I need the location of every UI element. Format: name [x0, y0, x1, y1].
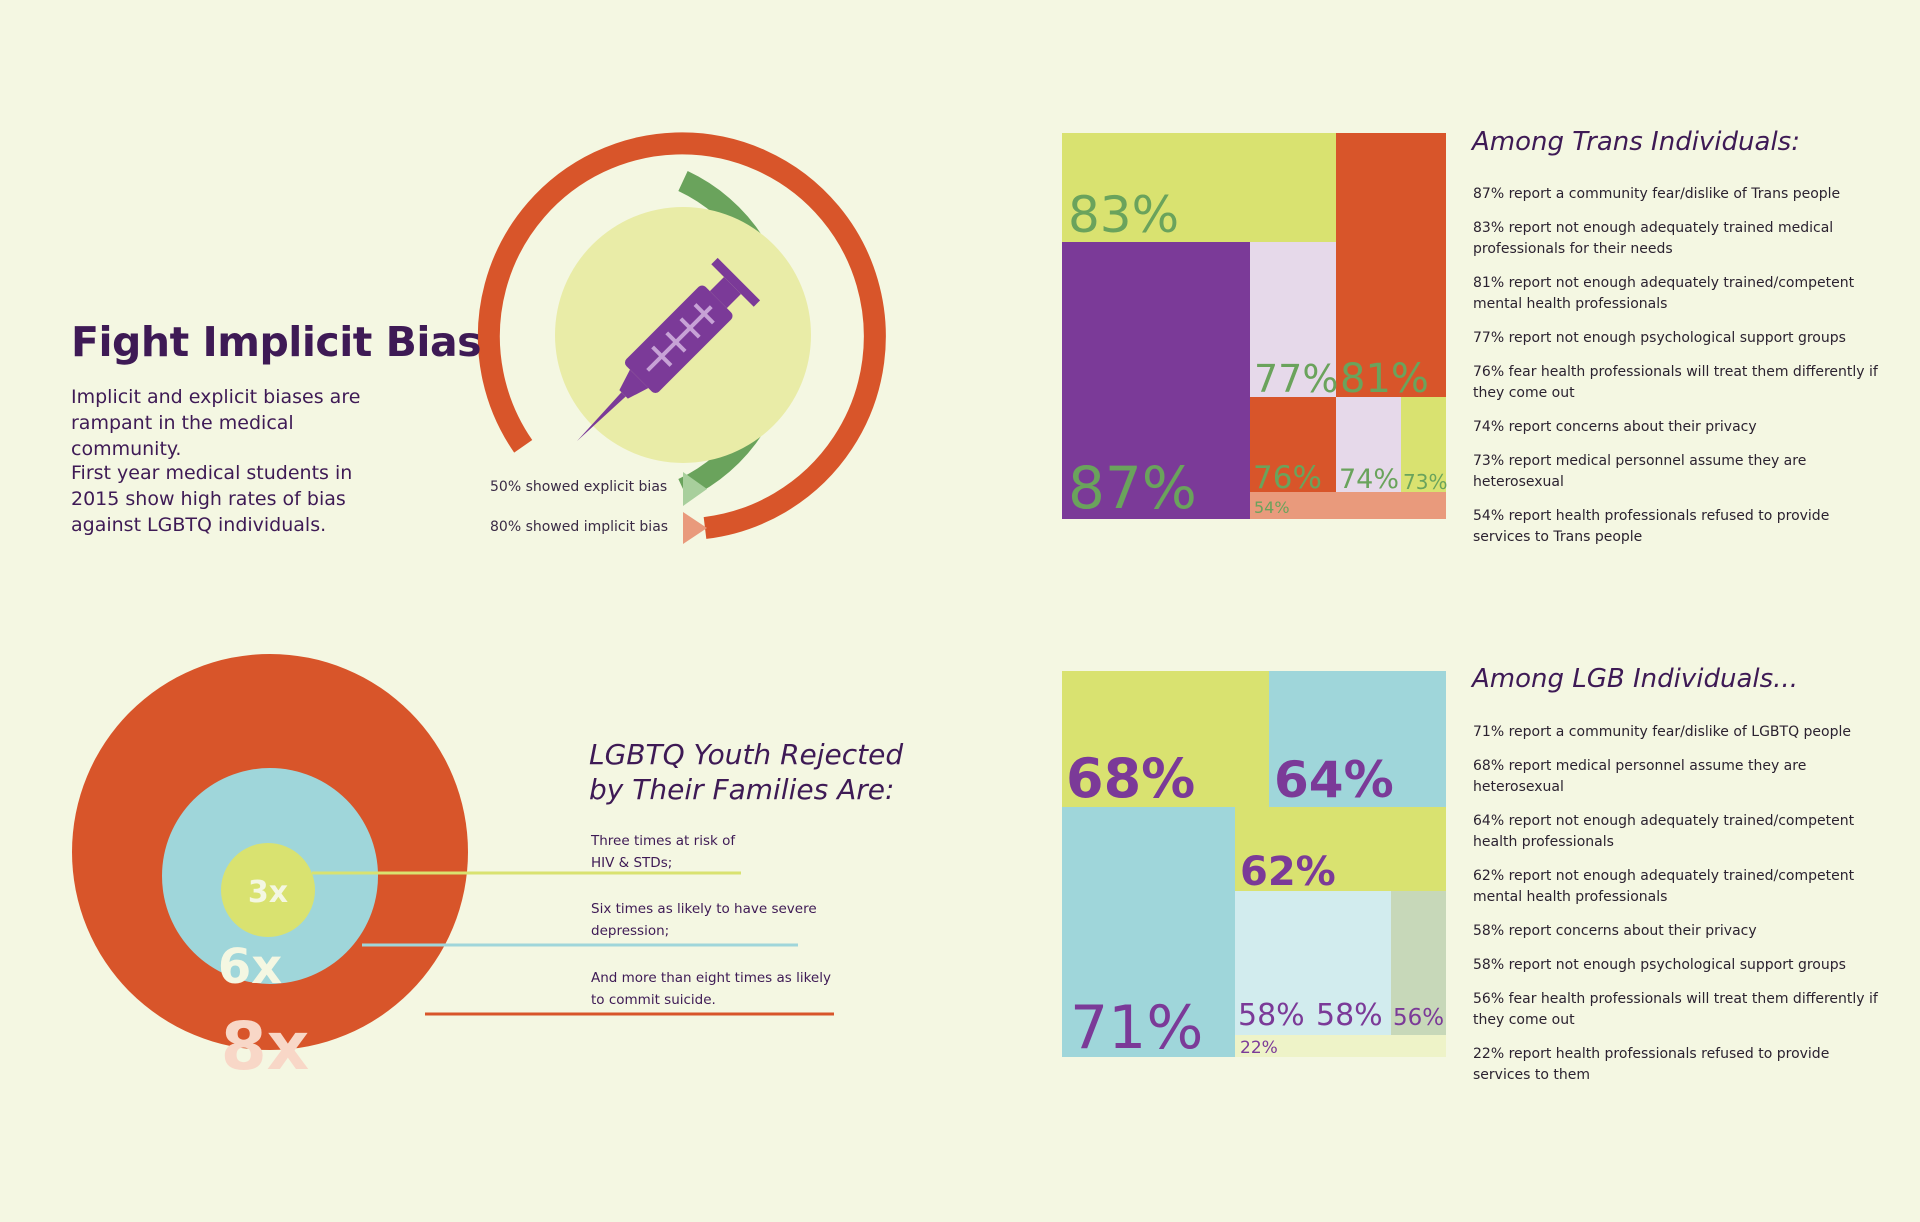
lgb-value-62: 62% [1240, 849, 1336, 895]
implicit-arrow [683, 512, 707, 544]
trans-value-81: 81% [1340, 356, 1429, 402]
lgb-treemap: 68% 64% 71% 62% 58% 58% 56% 22% [1062, 671, 1446, 1063]
youth-heading-line-1: LGBTQ Youth Rejected [589, 738, 904, 771]
trans-treemap: 83% 87% 77% 81% 76% 74% 73% 54% [1062, 133, 1447, 522]
trans-tile-74 [1336, 397, 1401, 492]
youth-label-3x-line-1: Three times at risk of [591, 833, 736, 849]
lgb-list-item: 62% report not enough adequately trained… [1473, 868, 1855, 905]
lgb-list-item: 58% report not enough psychological supp… [1473, 957, 1846, 973]
trans-list-item: 81% report not enough adequately trained… [1473, 275, 1855, 312]
youth-label-6x-line-1: Six times as likely to have severe [591, 901, 817, 917]
lgb-list-item: 64% report not enough adequately trained… [1473, 813, 1855, 850]
lgb-list-item: 56% fear health professionals will treat… [1473, 991, 1878, 1028]
trans-list-item: 73% report medical personnel assume they… [1473, 453, 1807, 490]
syringe-icon [576, 257, 761, 442]
trans-value-76: 76% [1253, 460, 1322, 496]
trans-value-74: 74% [1339, 464, 1399, 495]
lgb-tile-68 [1062, 671, 1269, 807]
implicit-bias-label: 80% showed implicit bias [490, 519, 669, 535]
bias-paragraph-1: Implicit and explicit biases are rampant… [71, 386, 361, 460]
lgb-value-58b: 58% [1316, 998, 1383, 1033]
trans-list-item: 76% fear health professionals will treat… [1473, 364, 1878, 401]
lgb-tile-58b [1313, 891, 1391, 1035]
youth-label-3x-line-2: HIV & STDs; [591, 855, 673, 871]
lgb-tile-71 [1062, 807, 1235, 1057]
ring-label-6x: 6x [218, 939, 282, 995]
trans-tile-73 [1401, 397, 1446, 492]
trans-list-item: 87% report a community fear/dislike of T… [1473, 186, 1841, 202]
lgb-heading: Among LGB Individuals... [1472, 664, 1798, 694]
lgb-list-item: 71% report a community fear/dislike of L… [1473, 724, 1851, 740]
youth-label-6x-line-2: depression; [591, 923, 670, 939]
trans-list-item: 74% report concerns about their privacy [1473, 419, 1757, 435]
trans-value-73: 73% [1403, 470, 1447, 494]
bias-paragraph-2: First year medical students in 2015 show… [71, 462, 353, 536]
ring-label-8x: 8x [221, 1008, 310, 1085]
youth-circles: 3x 6x 8x [72, 654, 834, 1085]
lgb-tile-22 [1235, 1035, 1446, 1057]
trans-list-item: 54% report health professionals refused … [1473, 508, 1830, 545]
youth-label-8x-line-2: to commit suicide. [591, 992, 716, 1008]
lgb-value-64: 64% [1274, 751, 1394, 809]
trans-value-54: 54% [1254, 498, 1290, 517]
bias-title: Fight Implicit Bias [71, 318, 482, 366]
trans-tile-87 [1062, 242, 1250, 519]
lgb-value-56: 56% [1393, 1005, 1444, 1031]
ring-3x [221, 843, 315, 937]
youth-label-6x: Six times as likely to have severe depre… [591, 898, 831, 942]
trans-value-77: 77% [1254, 357, 1338, 401]
trans-heading: Among Trans Individuals: [1472, 127, 1800, 157]
youth-label-3x: Three times at risk of HIV & STDs; [591, 830, 831, 874]
trans-value-87: 87% [1068, 454, 1197, 522]
lgb-tile-56 [1391, 891, 1446, 1035]
lgb-tile-62 [1235, 807, 1446, 891]
trans-list: 87% report a community fear/dislike of T… [1473, 184, 1878, 561]
lgb-tile-64 [1269, 671, 1446, 807]
ring-label-3x: 3x [248, 875, 288, 910]
trans-list-item: 83% report not enough adequately trained… [1473, 220, 1834, 257]
trans-tile-77 [1250, 242, 1336, 397]
lgb-list-item: 58% report concerns about their privacy [1473, 923, 1757, 939]
lgb-value-22: 22% [1240, 1038, 1278, 1058]
trans-tile-54 [1250, 492, 1446, 519]
trans-list-item: 77% report not enough psychological supp… [1473, 330, 1846, 346]
lgb-list-item: 22% report health professionals refused … [1473, 1046, 1830, 1083]
trans-tile-76 [1250, 397, 1336, 492]
implicit-bias-arc [477, 132, 886, 539]
lgb-list-item: 68% report medical personnel assume they… [1473, 758, 1807, 795]
lgb-value-58a: 58% [1238, 998, 1305, 1033]
lgb-list: 71% report a community fear/dislike of L… [1473, 722, 1878, 1099]
trans-value-83: 83% [1068, 186, 1179, 244]
trans-tile-83 [1062, 133, 1336, 242]
explicit-arrow [683, 472, 707, 506]
lgb-tile-58a [1235, 891, 1313, 1035]
bias-arcs [477, 132, 886, 544]
lgb-value-71: 71% [1070, 993, 1203, 1063]
youth-label-8x-line-1: And more than eight times as likely [591, 970, 831, 986]
youth-label-8x: And more than eight times as likely to c… [591, 967, 831, 1011]
youth-heading: LGBTQ Youth Rejected by Their Families A… [589, 737, 903, 807]
explicit-bias-label: 50% showed explicit bias [490, 479, 668, 495]
trans-tile-81 [1336, 133, 1446, 397]
youth-heading-line-2: by Their Families Are: [589, 773, 895, 806]
lgb-value-68: 68% [1066, 747, 1195, 810]
